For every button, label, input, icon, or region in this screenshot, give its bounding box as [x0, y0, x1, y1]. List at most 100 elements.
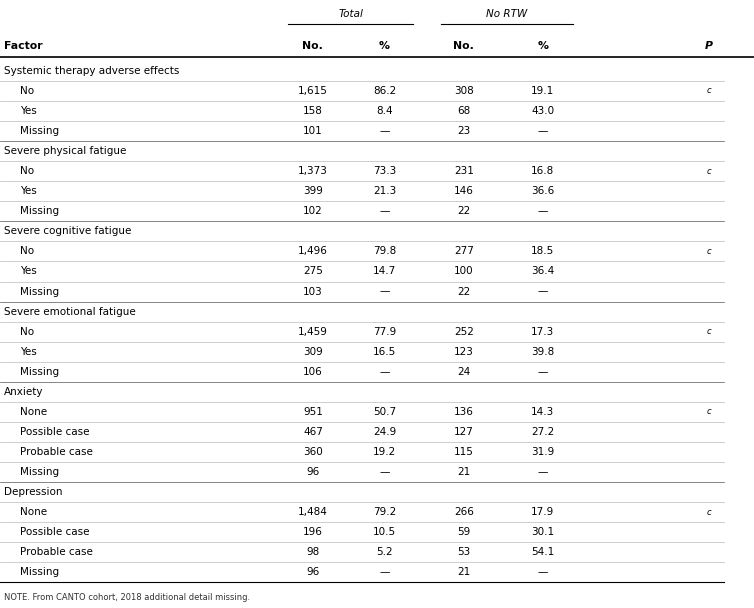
Text: 158: 158	[303, 106, 323, 116]
Text: 16.5: 16.5	[373, 347, 396, 357]
Text: 103: 103	[303, 286, 323, 297]
Text: 36.6: 36.6	[532, 186, 554, 196]
Text: %: %	[379, 41, 390, 50]
Text: 951: 951	[303, 407, 323, 417]
Text: 77.9: 77.9	[373, 326, 396, 337]
Text: 115: 115	[454, 447, 474, 457]
Text: Yes: Yes	[20, 186, 37, 196]
Text: c: c	[706, 167, 711, 176]
Text: 8.4: 8.4	[376, 106, 393, 116]
Text: 39.8: 39.8	[532, 347, 554, 357]
Text: 59: 59	[457, 527, 470, 537]
Text: Missing: Missing	[20, 367, 60, 377]
Text: 1,459: 1,459	[298, 326, 328, 337]
Text: 22: 22	[457, 206, 470, 216]
Text: —: —	[379, 126, 390, 136]
Text: 17.9: 17.9	[532, 507, 554, 517]
Text: 399: 399	[303, 186, 323, 196]
Text: —: —	[379, 567, 390, 578]
Text: —: —	[538, 367, 548, 377]
Text: c: c	[706, 327, 711, 336]
Text: —: —	[379, 467, 390, 477]
Text: —: —	[538, 567, 548, 578]
Text: NOTE. From CANTO cohort, 2018 additional detail missing.: NOTE. From CANTO cohort, 2018 additional…	[4, 593, 250, 601]
Text: —: —	[379, 286, 390, 297]
Text: No.: No.	[453, 41, 474, 50]
Text: —: —	[538, 126, 548, 136]
Text: Missing: Missing	[20, 467, 60, 477]
Text: 17.3: 17.3	[532, 326, 554, 337]
Text: 14.7: 14.7	[373, 266, 396, 277]
Text: 1,484: 1,484	[298, 507, 328, 517]
Text: c: c	[706, 86, 711, 95]
Text: 73.3: 73.3	[373, 166, 396, 176]
Text: 50.7: 50.7	[373, 407, 396, 417]
Text: Severe emotional fatigue: Severe emotional fatigue	[4, 306, 136, 317]
Text: 1,496: 1,496	[298, 246, 328, 257]
Text: 18.5: 18.5	[532, 246, 554, 257]
Text: Severe cognitive fatigue: Severe cognitive fatigue	[4, 226, 131, 237]
Text: None: None	[20, 407, 48, 417]
Text: 79.2: 79.2	[373, 507, 396, 517]
Text: 101: 101	[303, 126, 323, 136]
Text: 22: 22	[457, 286, 470, 297]
Text: No RTW: No RTW	[486, 10, 528, 19]
Text: 14.3: 14.3	[532, 407, 554, 417]
Text: —: —	[538, 206, 548, 216]
Text: —: —	[538, 286, 548, 297]
Text: 68: 68	[457, 106, 470, 116]
Text: Systemic therapy adverse effects: Systemic therapy adverse effects	[4, 66, 179, 76]
Text: Severe physical fatigue: Severe physical fatigue	[4, 146, 126, 156]
Text: —: —	[538, 467, 548, 477]
Text: 196: 196	[303, 527, 323, 537]
Text: 252: 252	[454, 326, 474, 337]
Text: Yes: Yes	[20, 106, 37, 116]
Text: Anxiety: Anxiety	[4, 387, 43, 397]
Text: c: c	[706, 247, 711, 256]
Text: 21: 21	[457, 567, 470, 578]
Text: 36.4: 36.4	[532, 266, 554, 277]
Text: 136: 136	[454, 407, 474, 417]
Text: 266: 266	[454, 507, 474, 517]
Text: 1,615: 1,615	[298, 86, 328, 96]
Text: 23: 23	[457, 126, 470, 136]
Text: No: No	[20, 326, 35, 337]
Text: Yes: Yes	[20, 347, 37, 357]
Text: 27.2: 27.2	[532, 427, 554, 437]
Text: 19.2: 19.2	[373, 447, 396, 457]
Text: c: c	[706, 407, 711, 416]
Text: 467: 467	[303, 427, 323, 437]
Text: P: P	[705, 41, 713, 50]
Text: Missing: Missing	[20, 567, 60, 578]
Text: Missing: Missing	[20, 286, 60, 297]
Text: 96: 96	[306, 467, 320, 477]
Text: 19.1: 19.1	[532, 86, 554, 96]
Text: 86.2: 86.2	[373, 86, 396, 96]
Text: c: c	[706, 508, 711, 517]
Text: No.: No.	[302, 41, 323, 50]
Text: 98: 98	[306, 547, 320, 558]
Text: 43.0: 43.0	[532, 106, 554, 116]
Text: No: No	[20, 166, 35, 176]
Text: 146: 146	[454, 186, 474, 196]
Text: —: —	[379, 206, 390, 216]
Text: 54.1: 54.1	[532, 547, 554, 558]
Text: Depression: Depression	[4, 487, 63, 497]
Text: 231: 231	[454, 166, 474, 176]
Text: 53: 53	[457, 547, 470, 558]
Text: 1,373: 1,373	[298, 166, 328, 176]
Text: 127: 127	[454, 427, 474, 437]
Text: Possible case: Possible case	[20, 527, 90, 537]
Text: 123: 123	[454, 347, 474, 357]
Text: 309: 309	[303, 347, 323, 357]
Text: 308: 308	[454, 86, 474, 96]
Text: %: %	[538, 41, 548, 50]
Text: 100: 100	[454, 266, 474, 277]
Text: 277: 277	[454, 246, 474, 257]
Text: 30.1: 30.1	[532, 527, 554, 537]
Text: Missing: Missing	[20, 206, 60, 216]
Text: 24: 24	[457, 367, 470, 377]
Text: 31.9: 31.9	[532, 447, 554, 457]
Text: —: —	[379, 367, 390, 377]
Text: 24.9: 24.9	[373, 427, 396, 437]
